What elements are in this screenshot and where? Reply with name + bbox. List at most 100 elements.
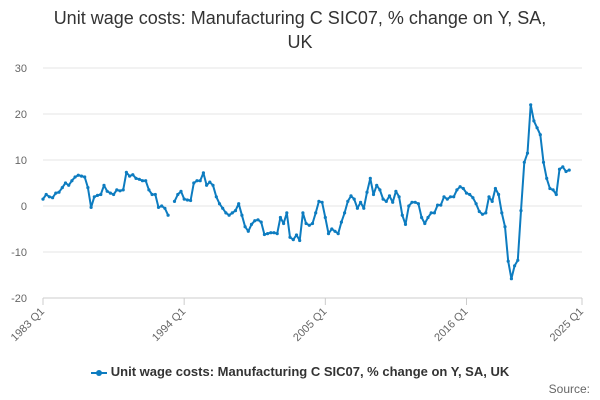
data-point — [352, 197, 356, 201]
data-point — [378, 188, 382, 192]
data-point — [163, 206, 167, 210]
data-point — [307, 223, 311, 227]
data-point — [288, 235, 292, 239]
data-point — [115, 188, 119, 192]
x-axis: 1983 Q1 1994 Q1 2005 Q1 2016 Q1 2025 Q1 — [9, 298, 586, 344]
data-point — [490, 199, 494, 203]
data-point — [176, 192, 180, 197]
data-point — [301, 211, 305, 215]
data-point — [172, 199, 177, 203]
data-point — [269, 231, 273, 235]
data-point — [458, 185, 462, 189]
data-point — [474, 202, 478, 206]
data-point — [525, 151, 530, 155]
data-point — [249, 222, 254, 226]
y-axis: 30 20 10 0 -10 -20 — [11, 63, 27, 305]
data-point — [362, 206, 366, 210]
data-point — [448, 195, 453, 199]
data-point — [468, 192, 472, 197]
y-tick-label: 20 — [15, 109, 27, 121]
data-point — [44, 192, 48, 197]
data-point — [144, 179, 148, 183]
data-point — [480, 212, 485, 216]
data-point — [227, 213, 231, 217]
x-tick-label: 2016 Q1 — [432, 306, 470, 344]
data-point — [108, 191, 112, 195]
data-point — [561, 165, 565, 169]
x-tick-label: 1983 Q1 — [9, 306, 47, 344]
data-point — [317, 199, 321, 203]
data-point — [230, 211, 234, 215]
data-point — [310, 221, 315, 226]
data-point — [509, 277, 513, 281]
data-point — [538, 133, 542, 137]
data-point — [285, 211, 289, 215]
data-point — [67, 183, 71, 187]
data-point — [217, 202, 222, 206]
data-point — [185, 198, 189, 202]
data-point — [92, 195, 96, 199]
data-point — [189, 198, 193, 203]
data-point — [420, 215, 424, 220]
data-point — [346, 199, 350, 203]
data-point — [529, 103, 533, 107]
data-point — [384, 199, 388, 203]
data-point — [343, 211, 347, 215]
data-point — [413, 200, 417, 204]
data-point — [211, 183, 215, 187]
legend[interactable]: Unit wage costs: Manufacturing C SIC07, … — [0, 364, 600, 379]
data-point — [445, 197, 449, 201]
data-point — [60, 186, 64, 190]
data-point — [323, 215, 327, 220]
data-point — [567, 168, 571, 172]
data-point — [105, 189, 109, 193]
data-point — [95, 193, 100, 197]
data-point — [436, 203, 440, 207]
data-point — [243, 225, 247, 229]
data-point — [246, 229, 250, 233]
data-point — [57, 190, 61, 194]
data-point — [442, 195, 446, 199]
data-point — [461, 186, 465, 191]
data-point — [147, 188, 151, 192]
data-point — [214, 195, 218, 199]
data-point — [355, 206, 359, 210]
data-point — [471, 196, 475, 200]
data-point — [76, 173, 80, 177]
data-point — [497, 192, 501, 197]
data-point — [407, 204, 411, 208]
data-point — [464, 191, 469, 195]
data-point — [179, 189, 183, 193]
data-point — [99, 192, 103, 197]
data-point — [89, 205, 93, 209]
data-point — [240, 213, 244, 217]
data-point — [208, 180, 212, 184]
data-point — [432, 211, 436, 215]
data-point — [41, 197, 45, 201]
y-tick-label: 10 — [15, 155, 27, 167]
data-point — [79, 174, 84, 178]
y-tick-label: -10 — [11, 247, 27, 259]
data-point — [205, 183, 209, 187]
data-point — [503, 225, 507, 229]
data-point — [397, 195, 401, 199]
data-point — [63, 181, 68, 185]
data-point — [131, 173, 135, 177]
data-point — [221, 206, 225, 210]
data-point — [156, 205, 161, 209]
data-point — [47, 195, 52, 199]
x-tick-label: 2005 Q1 — [291, 306, 329, 344]
data-point — [371, 192, 376, 197]
data-point — [86, 186, 90, 190]
data-point — [237, 202, 241, 206]
data-point — [535, 126, 539, 130]
data-point — [54, 191, 58, 195]
data-point — [349, 194, 353, 198]
data-point — [557, 167, 562, 171]
data-point — [500, 211, 504, 215]
data-point — [253, 219, 257, 223]
data-point — [259, 220, 263, 224]
data-point — [522, 160, 526, 164]
data-point — [182, 197, 186, 201]
